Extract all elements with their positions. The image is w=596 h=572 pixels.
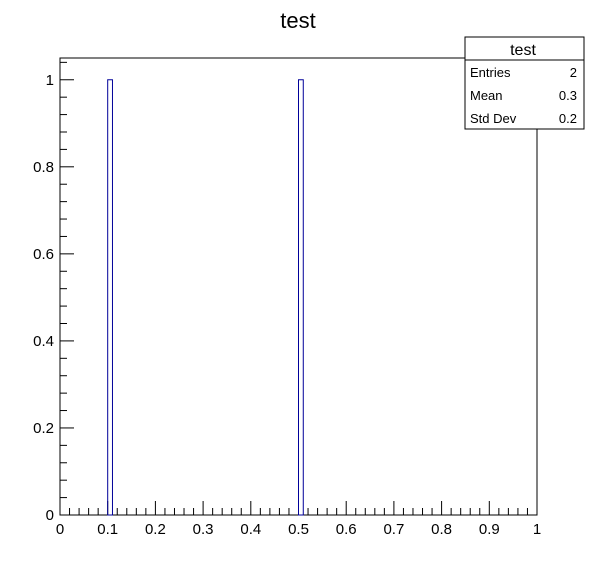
stats-value-mean: 0.3 [559,88,577,103]
x-tick-label: 0 [56,521,64,538]
histogram-bars [107,79,304,516]
x-tick-label: 0.1 [97,521,118,538]
x-tick-label: 0.7 [383,521,404,538]
x-tick-label: 0.8 [431,521,452,538]
stats-label-mean: Mean [470,88,503,103]
x-tick-label: 0.5 [288,521,309,538]
x-tick-label: 0.4 [240,521,261,538]
chart-title: test [280,8,315,33]
x-tick-labels: 0 0.1 0.2 0.3 0.4 0.5 0.6 0.7 0.8 0.9 1 [56,521,541,538]
x-tick-label: 0.3 [193,521,214,538]
stats-box-title: test [510,42,536,59]
stats-box-frame [464,36,585,130]
stats-value-stddev: 0.2 [559,111,577,126]
histogram-bin [298,79,304,516]
y-tick-label: 0.8 [33,159,54,176]
y-tick-labels: 0 0.2 0.4 0.6 0.8 1 [33,72,54,524]
y-tick-label: 0.6 [33,246,54,263]
y-tick-label: 0.4 [33,333,54,350]
x-tick-label: 0.9 [479,521,500,538]
histogram-bin [107,79,113,516]
axis-ticks [59,61,538,516]
stats-value-entries: 2 [570,65,577,80]
stats-box: test Entries 2 Mean 0.3 Std Dev 0.2 [464,36,585,130]
x-tick-label: 1 [533,521,541,538]
x-tick-label: 0.6 [336,521,357,538]
y-tick-label: 0.2 [33,420,54,437]
y-tick-label: 0 [46,507,54,524]
y-tick-label: 1 [46,72,54,89]
stats-label-stddev: Std Dev [470,111,517,126]
stats-label-entries: Entries [470,65,511,80]
x-tick-label: 0.2 [145,521,166,538]
